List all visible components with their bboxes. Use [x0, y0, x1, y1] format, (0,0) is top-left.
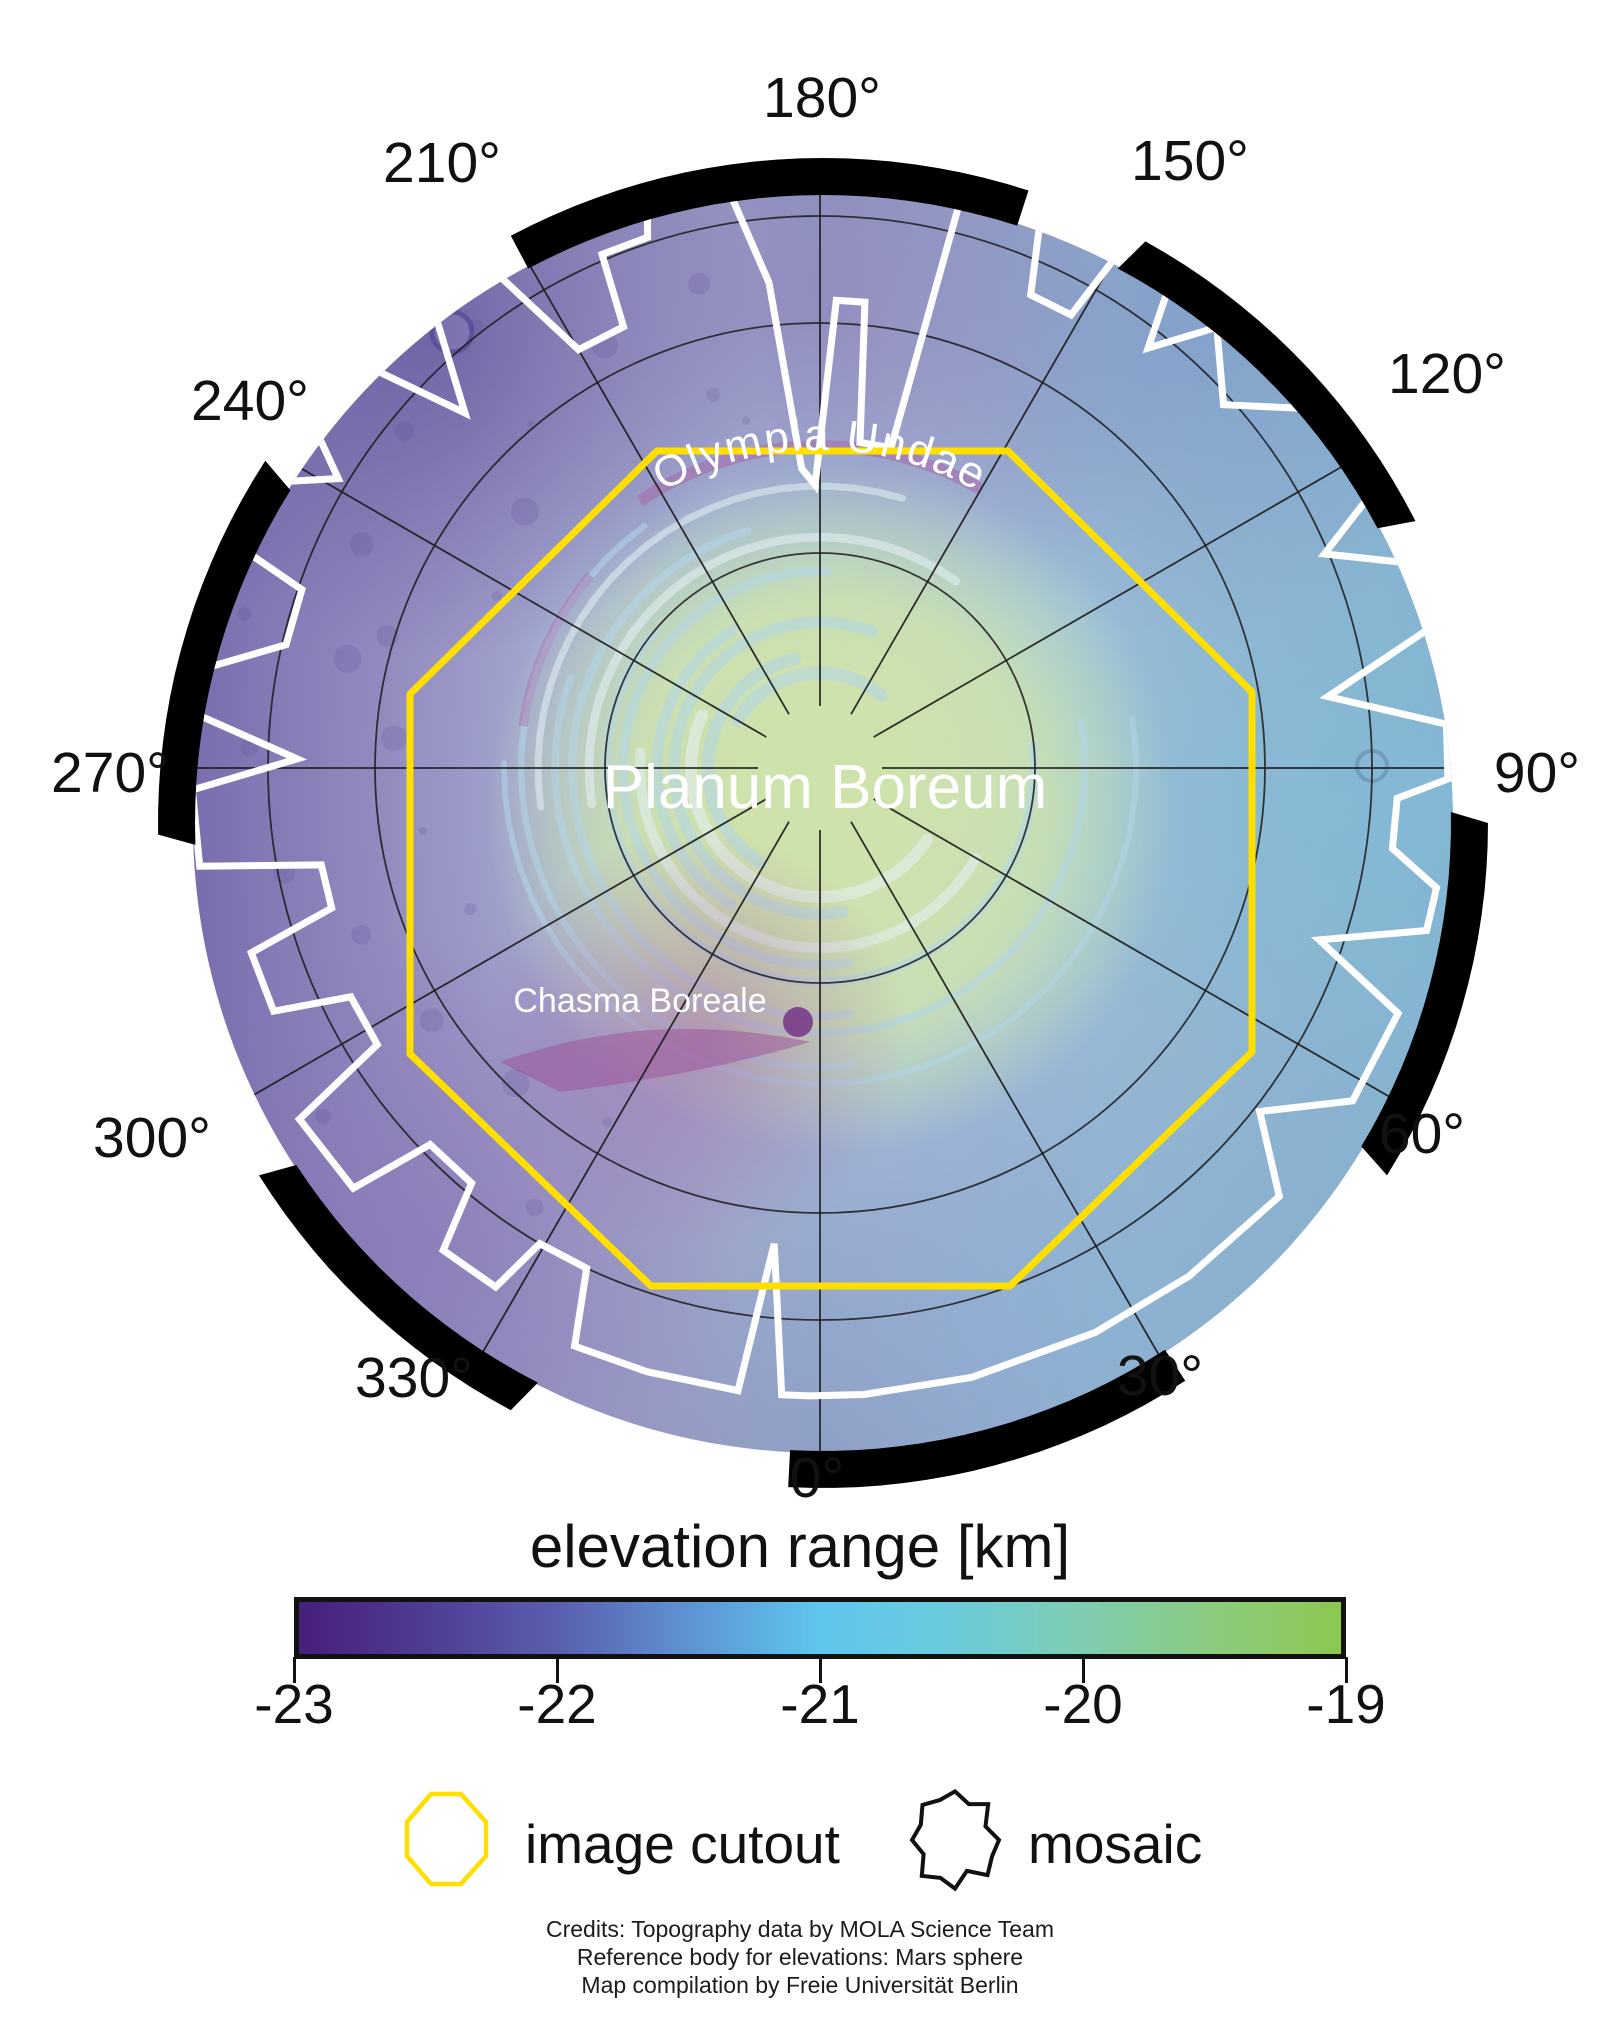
credits-line: Map compilation by Freie Universität Ber…: [581, 1972, 1019, 1998]
mosaic-outline-shape: [909, 1788, 1002, 1892]
colorbar-title: elevation range [km]: [529, 1513, 1071, 1580]
degree-label: 240°: [191, 369, 309, 433]
meridian-spoke: [873, 798, 1427, 1119]
octagon-outline-shape: [404, 1791, 489, 1887]
meridian-spoke: [213, 417, 767, 738]
edge-arc: [158, 460, 291, 845]
degree-label: 30°: [1117, 1344, 1203, 1408]
colorbar: [294, 1597, 1346, 1659]
colorbar-tick: [292, 1657, 296, 1683]
legend-label-image-cutout: image cutout: [525, 1813, 840, 1875]
colorbar-tick-label: -20: [1043, 1673, 1123, 1735]
degree-label: 210°: [383, 131, 501, 195]
degree-label: 330°: [355, 1346, 473, 1410]
degree-label: 150°: [1131, 129, 1249, 193]
label-chasma-boreale: Chasma Boreale: [513, 982, 766, 1020]
edge-arc: [510, 158, 1029, 269]
degree-labels: 0° 30° 60° 90° 120° 150° 180° 210° 240° 270° 300° 3…: [51, 66, 1580, 1510]
degree-label: 300°: [93, 1106, 211, 1170]
edge-arc: [788, 1349, 1186, 1488]
meridian-spoke: [213, 798, 767, 1119]
credits-line: Credits: Topography data by MOLA Science…: [546, 1916, 1054, 1942]
edge-arc: [1117, 241, 1416, 529]
image-cutout-octagon-icon: [404, 1791, 489, 1887]
meridian-spoke: [469, 821, 790, 1375]
meridian-spoke: [873, 417, 1427, 738]
label-planum-boreum: Planum Boreum: [603, 753, 1048, 822]
degree-label: 0°: [790, 1446, 845, 1510]
degree-label: 90°: [1494, 741, 1580, 805]
image-cutout-outline: [406, 447, 1256, 1290]
colorbar-tick: [555, 1657, 559, 1683]
degree-label: 270°: [51, 741, 169, 805]
degree-label: 60°: [1379, 1102, 1465, 1166]
graticule: [193, 193, 1453, 1453]
colorbar-tick: [1081, 1657, 1085, 1683]
colorbar-tick-label: -21: [780, 1673, 860, 1735]
degree-label: 180°: [763, 66, 881, 130]
colorbar-tick-label: -23: [254, 1673, 334, 1735]
colorbar-tick: [1344, 1657, 1348, 1683]
mosaic-icon: [909, 1788, 1002, 1892]
edge-arc: [1361, 812, 1488, 1176]
credits-line: Reference body for elevations: Mars sphe…: [576, 1944, 1024, 1970]
colorbar-tick-label: -22: [517, 1673, 597, 1735]
meridian-spoke: [850, 821, 1171, 1375]
edge-arcs: [158, 158, 1488, 1488]
mosaic-outline: [193, 193, 1452, 1400]
legend-label-mosaic: mosaic: [1028, 1813, 1203, 1875]
colorbar-tick: [818, 1657, 822, 1683]
degree-label: 120°: [1388, 342, 1506, 406]
colorbar-tick-label: -19: [1306, 1673, 1386, 1735]
edge-arc: [259, 1165, 538, 1411]
